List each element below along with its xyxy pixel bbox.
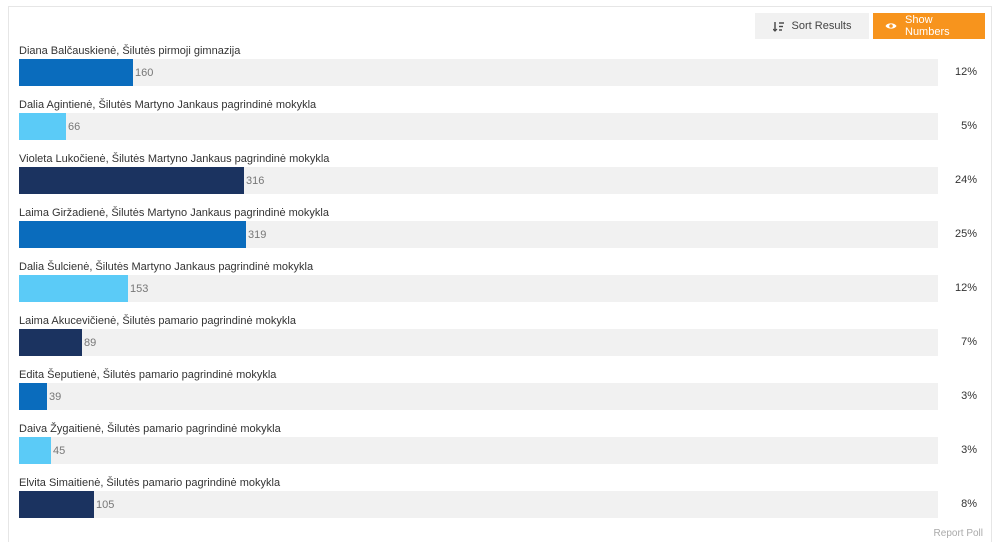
result-label: Edita Šeputienė, Šilutės pamario pagrind… bbox=[19, 369, 277, 381]
result-bar bbox=[19, 275, 128, 302]
sort-results-button[interactable]: Sort Results bbox=[755, 13, 869, 39]
result-bar-track: 89 bbox=[19, 329, 938, 356]
eye-icon bbox=[885, 22, 897, 30]
result-count: 316 bbox=[246, 175, 265, 187]
result-bar bbox=[19, 491, 94, 518]
result-bar-track: 105 bbox=[19, 491, 938, 518]
result-label: Diana Balčauskienė, Šilutės pirmoji gimn… bbox=[19, 45, 241, 57]
result-percent: 12% bbox=[954, 66, 977, 78]
result-bar bbox=[19, 383, 47, 410]
sort-results-label: Sort Results bbox=[791, 20, 852, 32]
result-row: Laima Akucevičienė, Šilutės pamario pagr… bbox=[19, 315, 985, 369]
result-bar-track: 316 bbox=[19, 167, 938, 194]
result-count: 319 bbox=[248, 229, 267, 241]
result-row: Edita Šeputienė, Šilutės pamario pagrind… bbox=[19, 369, 985, 423]
result-bar bbox=[19, 329, 82, 356]
result-bar bbox=[19, 437, 51, 464]
result-label: Dalia Agintienė, Šilutės Martyno Jankaus… bbox=[19, 99, 317, 111]
result-percent: 25% bbox=[954, 228, 977, 240]
result-bar-track: 66 bbox=[19, 113, 938, 140]
result-count: 66 bbox=[68, 121, 81, 133]
result-row: Laima Giržadienė, Šilutės Martyno Jankau… bbox=[19, 207, 985, 261]
result-percent: 3% bbox=[961, 390, 977, 402]
results-toolbar: Sort Results Show Numbers bbox=[755, 13, 985, 39]
report-poll-link[interactable]: Report Poll bbox=[933, 528, 983, 539]
result-row: Dalia Agintienė, Šilutės Martyno Jankaus… bbox=[19, 99, 985, 153]
result-bar-track: 39 bbox=[19, 383, 938, 410]
result-label: Dalia Šulcienė, Šilutės Martyno Jankaus … bbox=[19, 261, 314, 273]
show-numbers-label: Show Numbers bbox=[905, 14, 950, 38]
result-count: 153 bbox=[130, 283, 149, 295]
result-count: 160 bbox=[135, 67, 154, 79]
result-label: Violeta Lukočienė, Šilutės Martyno Janka… bbox=[19, 153, 330, 165]
result-count: 89 bbox=[84, 337, 97, 349]
result-percent: 3% bbox=[961, 444, 977, 456]
result-bar bbox=[19, 221, 246, 248]
result-count: 105 bbox=[96, 499, 115, 511]
result-label: Laima Giržadienė, Šilutės Martyno Jankau… bbox=[19, 207, 329, 219]
show-numbers-button[interactable]: Show Numbers bbox=[873, 13, 985, 39]
result-bar-track: 153 bbox=[19, 275, 938, 302]
result-label: Daiva Žygaitienė, Šilutės pamario pagrin… bbox=[19, 423, 281, 435]
result-bar-track: 319 bbox=[19, 221, 938, 248]
result-count: 39 bbox=[49, 391, 62, 403]
result-percent: 7% bbox=[961, 336, 977, 348]
result-row: Elvita Simaitienė, Šilutės pamario pagri… bbox=[19, 477, 985, 531]
result-bar-track: 160 bbox=[19, 59, 938, 86]
result-bar bbox=[19, 59, 133, 86]
result-bar-track: 45 bbox=[19, 437, 938, 464]
result-percent: 24% bbox=[954, 174, 977, 186]
sort-icon bbox=[772, 21, 784, 32]
poll-results-panel: Sort Results Show Numbers Diana Balčausk… bbox=[8, 6, 992, 542]
result-row: Diana Balčauskienė, Šilutės pirmoji gimn… bbox=[19, 45, 985, 99]
result-percent: 12% bbox=[954, 282, 977, 294]
result-percent: 5% bbox=[961, 120, 977, 132]
result-row: Dalia Šulcienė, Šilutės Martyno Jankaus … bbox=[19, 261, 985, 315]
result-bar bbox=[19, 167, 244, 194]
result-percent: 8% bbox=[961, 498, 977, 510]
result-row: Daiva Žygaitienė, Šilutės pamario pagrin… bbox=[19, 423, 985, 477]
result-label: Elvita Simaitienė, Šilutės pamario pagri… bbox=[19, 477, 281, 489]
results-list: Diana Balčauskienė, Šilutės pirmoji gimn… bbox=[19, 45, 985, 531]
result-label: Laima Akucevičienė, Šilutės pamario pagr… bbox=[19, 315, 296, 327]
result-count: 45 bbox=[53, 445, 66, 457]
result-row: Violeta Lukočienė, Šilutės Martyno Janka… bbox=[19, 153, 985, 207]
result-bar bbox=[19, 113, 66, 140]
